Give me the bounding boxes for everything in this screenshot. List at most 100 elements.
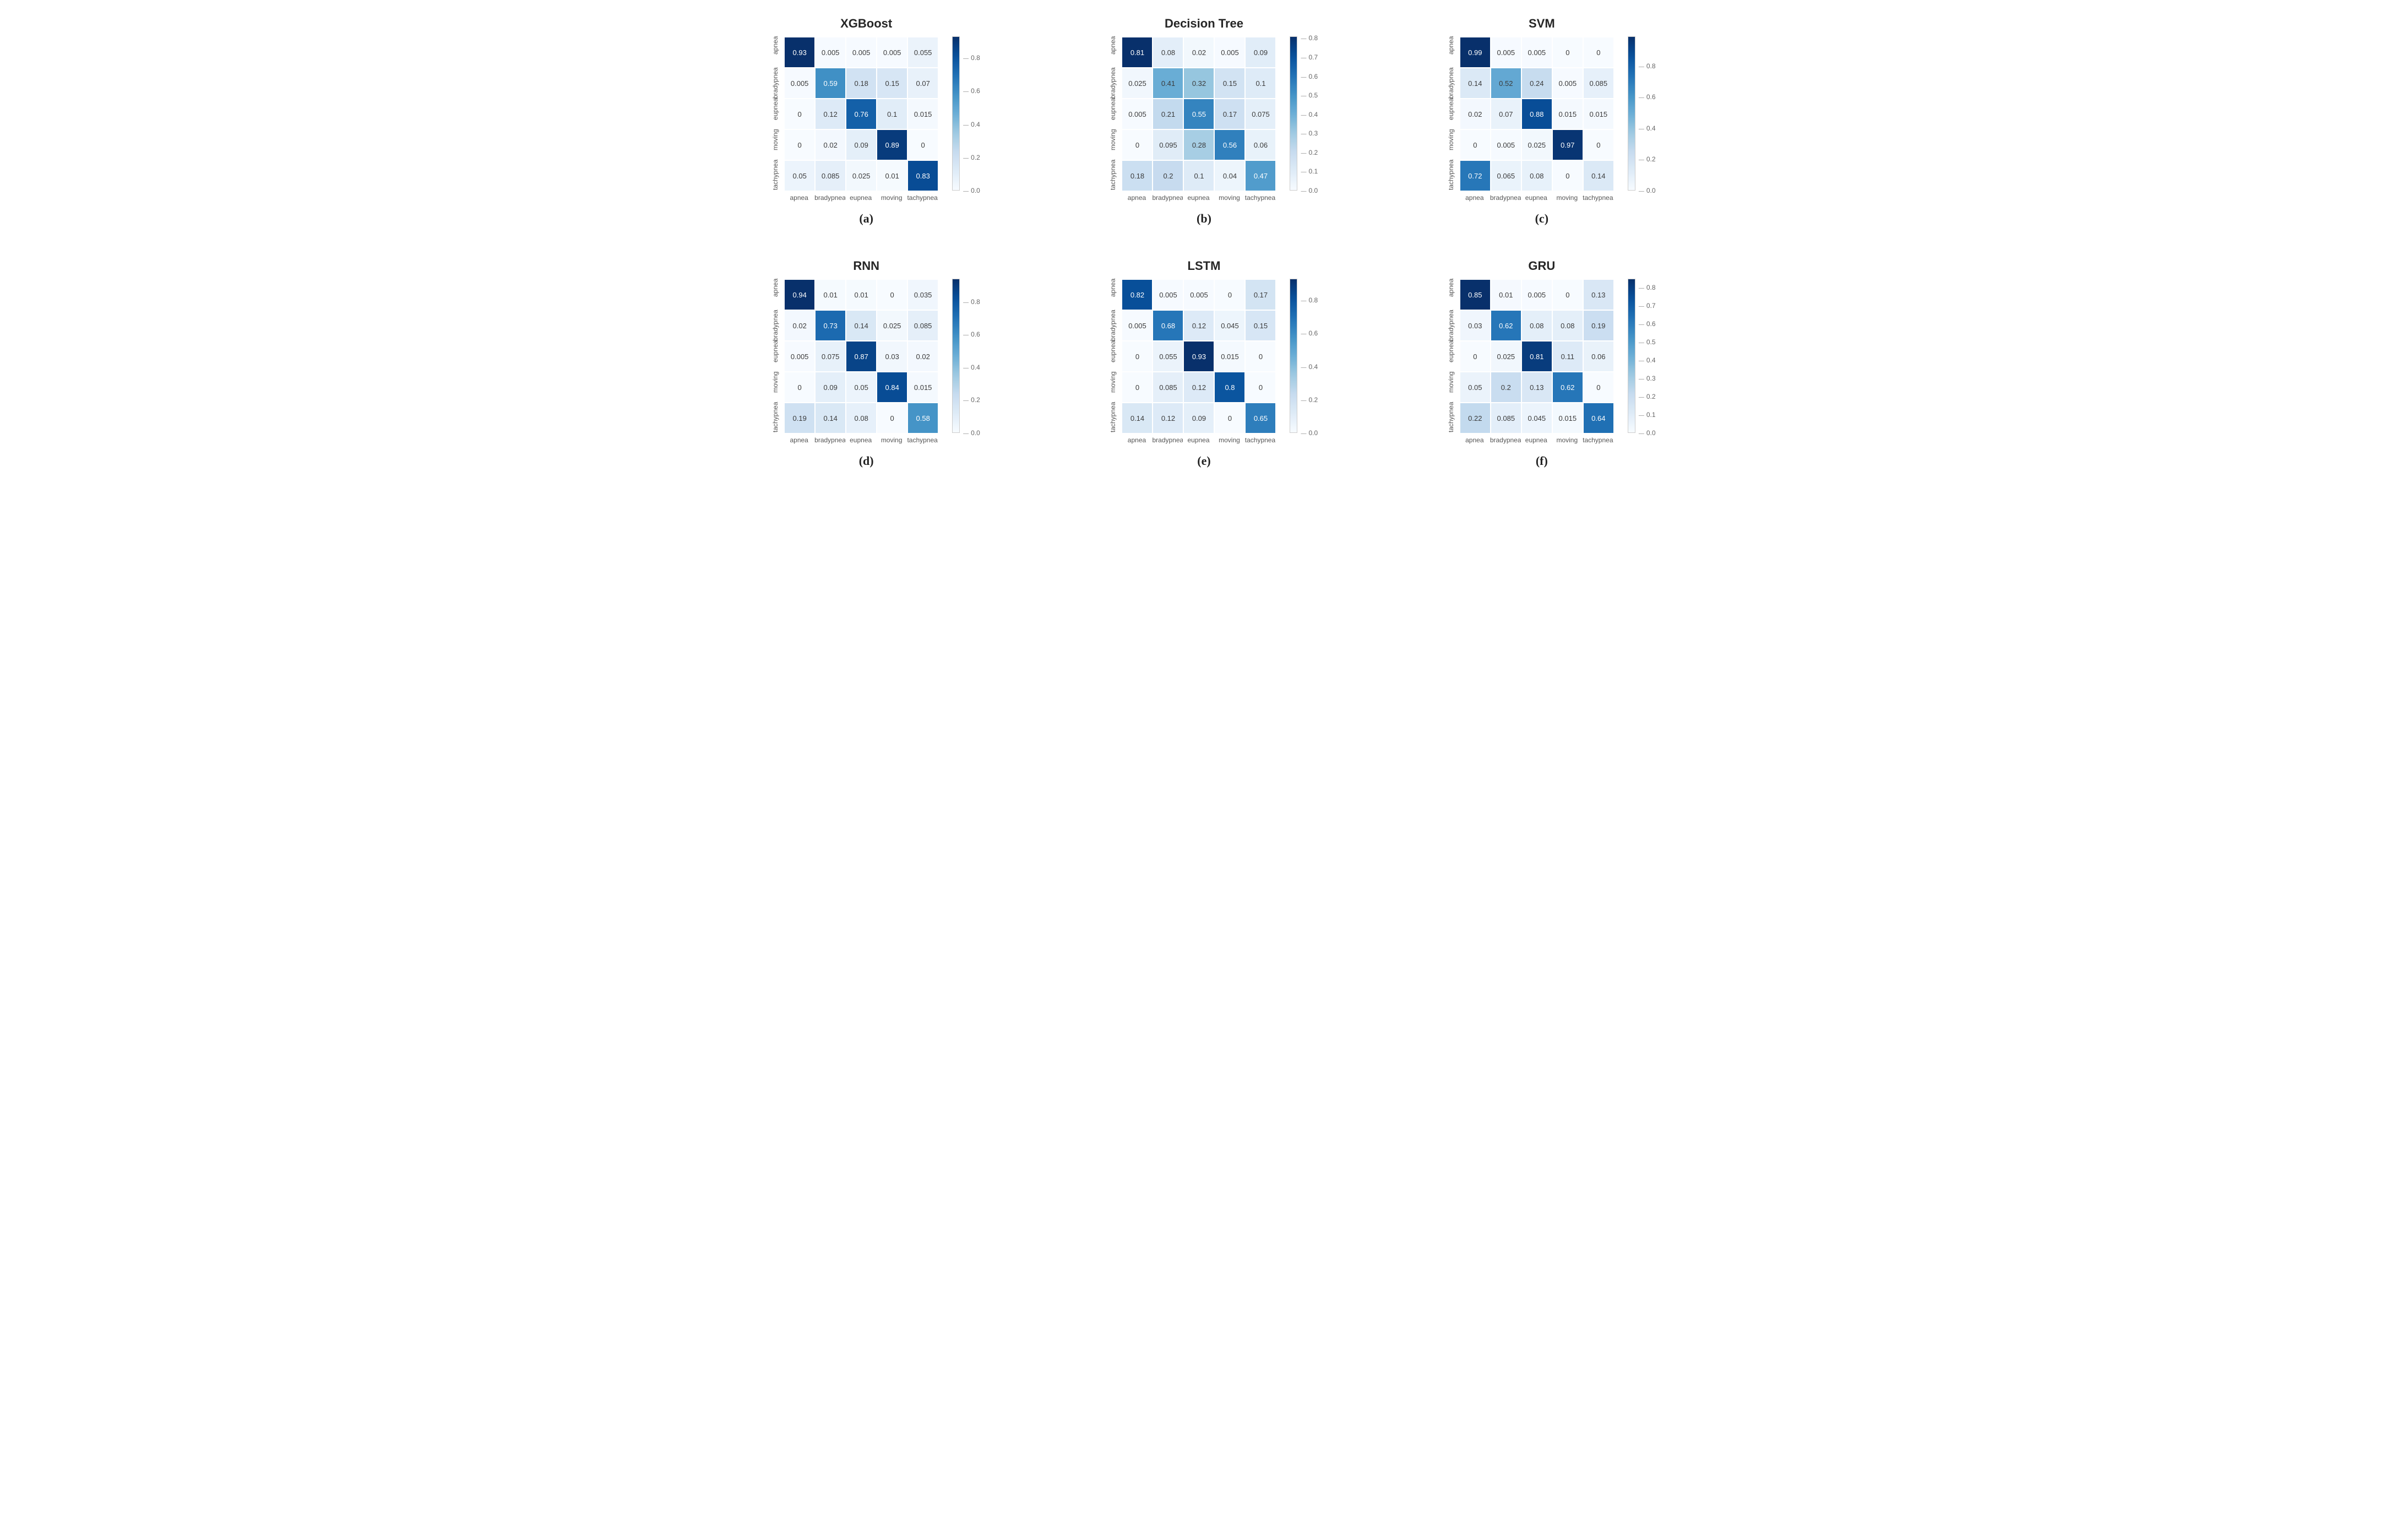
colorbar-tick: 0.4 <box>1301 111 1318 118</box>
y-label: apnea <box>1107 279 1119 310</box>
cell: 0.095 <box>1153 129 1183 160</box>
x-label: apnea <box>784 194 814 202</box>
cell: 0.025 <box>877 310 907 341</box>
cell: 0.81 <box>1122 37 1153 68</box>
x-label: bradypnea <box>1490 436 1521 444</box>
cell: 0.005 <box>1183 279 1214 310</box>
heatmap-grid: XGBoostapneabradypneaeupneamovingtachypn… <box>709 17 1700 468</box>
cell: 0 <box>1122 341 1153 372</box>
colorbar-tick: 0.3 <box>1301 129 1318 137</box>
y-label: bradypnea <box>769 67 781 98</box>
cell: 0 <box>1122 372 1153 403</box>
x-label: tachypnea <box>1583 194 1613 202</box>
cell: 0.005 <box>1521 279 1552 310</box>
x-label: bradypnea <box>814 436 845 444</box>
x-label: apnea <box>1121 436 1152 444</box>
cell: 0 <box>1245 341 1276 372</box>
x-label: moving <box>1214 436 1244 444</box>
y-label: tachypnea <box>769 160 781 191</box>
heatmap-column: 0.850.010.00500.130.030.620.080.080.1900… <box>1459 279 1615 444</box>
y-label: apnea <box>1445 36 1457 67</box>
cell: 0.76 <box>846 99 877 129</box>
x-label: eupnea <box>845 194 876 202</box>
cell: 0.085 <box>1491 403 1521 433</box>
colorbar-tick: 0.6 <box>963 330 980 338</box>
panel-e: LSTMapneabradypneaeupneamovingtachypnea0… <box>1046 259 1362 468</box>
y-label: moving <box>1445 129 1457 160</box>
cell: 0.005 <box>1153 279 1183 310</box>
x-label: moving <box>1552 194 1583 202</box>
colorbar-tick: 0.2 <box>1639 393 1656 400</box>
y-label: eupnea <box>1107 98 1119 129</box>
y-label: tachypnea <box>1107 160 1119 191</box>
cell: 0.93 <box>1183 341 1214 372</box>
cell: 0.03 <box>877 341 907 372</box>
cell: 0.14 <box>815 403 846 433</box>
y-label: eupnea <box>769 98 781 129</box>
cell: 0.015 <box>1552 99 1583 129</box>
cell: 0.22 <box>1460 403 1491 433</box>
cell: 0.89 <box>877 129 907 160</box>
y-axis-labels: apneabradypneaeupneamovingtachypnea <box>769 279 781 433</box>
x-label: bradypnea <box>1490 194 1521 202</box>
colorbar-tick: 0.7 <box>1639 302 1656 310</box>
cell: 0 <box>1552 279 1583 310</box>
cell: 0.05 <box>846 372 877 403</box>
cell: 0.02 <box>784 310 815 341</box>
colorbar-tick: 0.8 <box>1301 34 1318 42</box>
y-axis-labels: apneabradypneaeupneamovingtachypnea <box>769 36 781 191</box>
cell: 0.68 <box>1153 310 1183 341</box>
cell: 0 <box>784 129 815 160</box>
chart-row: apneabradypneaeupneamovingtachypnea0.990… <box>1445 36 1639 202</box>
colorbar: 0.00.10.20.30.40.50.60.70.8 <box>1290 36 1301 191</box>
y-axis-labels: apneabradypneaeupneamovingtachypnea <box>1107 279 1119 433</box>
cell: 0.085 <box>1153 372 1183 403</box>
cell: 0.07 <box>1491 99 1521 129</box>
x-axis-labels: apneabradypneaeupneamovingtachypnea <box>784 194 939 202</box>
subcaption: (f) <box>1536 454 1548 468</box>
x-label: tachypnea <box>907 194 938 202</box>
x-label: moving <box>1552 436 1583 444</box>
cell: 0.1 <box>1245 68 1276 99</box>
cell: 0.075 <box>815 341 846 372</box>
colorbar-tick: 0.2 <box>963 396 980 404</box>
subcaption: (e) <box>1197 454 1210 468</box>
cell: 0.99 <box>1460 37 1491 68</box>
colorbar-tick: 0.4 <box>1639 356 1656 364</box>
y-label: bradypnea <box>1445 67 1457 98</box>
colorbar: 0.00.20.40.60.8 <box>1628 36 1639 191</box>
cell: 0.59 <box>815 68 846 99</box>
x-label: tachypnea <box>1244 436 1275 444</box>
colorbar-tick: 0.5 <box>1301 91 1318 99</box>
cell: 0.13 <box>1521 372 1552 403</box>
y-label: bradypnea <box>769 310 781 340</box>
colorbar-gradient <box>1290 279 1297 433</box>
y-label: tachypnea <box>1107 402 1119 433</box>
cell: 0.62 <box>1491 310 1521 341</box>
colorbar-tick: 0.8 <box>1301 296 1318 304</box>
x-axis-labels: apneabradypneaeupneamovingtachypnea <box>1121 194 1276 202</box>
chart-title: LSTM <box>1188 259 1221 273</box>
colorbar-tick: 0.6 <box>1301 329 1318 337</box>
x-label: bradypnea <box>814 194 845 202</box>
colorbar-tick: 0.4 <box>1301 363 1318 371</box>
heatmap: 0.820.0050.00500.170.0050.680.120.0450.1… <box>1121 279 1276 434</box>
colorbar: 0.00.20.40.60.8 <box>952 36 963 191</box>
cell: 0.65 <box>1245 403 1276 433</box>
cell: 0 <box>784 372 815 403</box>
cell: 0 <box>1552 37 1583 68</box>
colorbar-gradient <box>1628 36 1635 191</box>
cell: 0 <box>1214 403 1245 433</box>
cell: 0.19 <box>1583 310 1614 341</box>
cell: 0.005 <box>1122 99 1153 129</box>
cell: 0.025 <box>1491 341 1521 372</box>
cell: 0.14 <box>1460 68 1491 99</box>
cell: 0.03 <box>1460 310 1491 341</box>
cell: 0.05 <box>784 160 815 191</box>
cell: 0.12 <box>815 99 846 129</box>
y-label: moving <box>769 129 781 160</box>
heatmap: 0.930.0050.0050.0050.0550.0050.590.180.1… <box>784 36 939 192</box>
cell: 0.06 <box>1583 341 1614 372</box>
cell: 0.01 <box>815 279 846 310</box>
cell: 0.015 <box>1552 403 1583 433</box>
